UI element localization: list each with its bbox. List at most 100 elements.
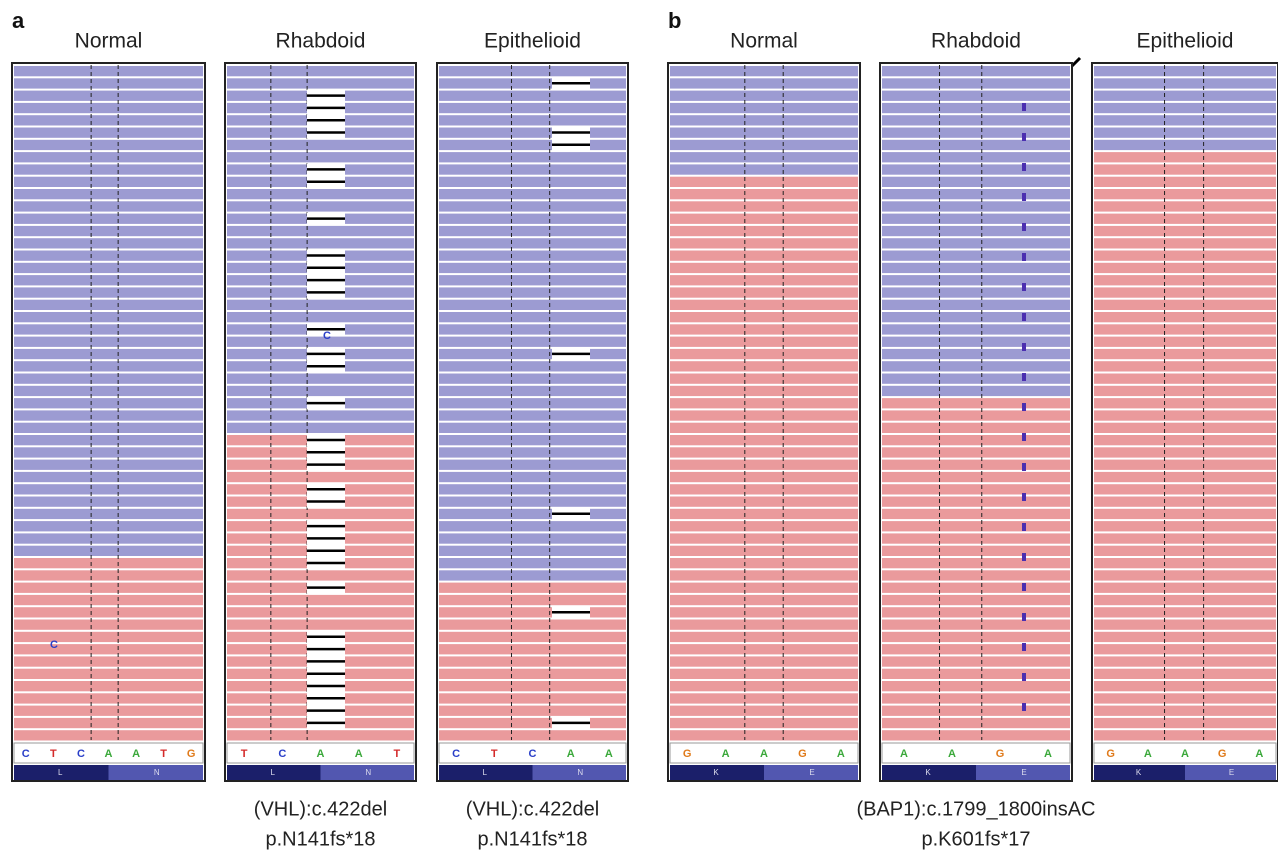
read bbox=[882, 189, 1070, 199]
read bbox=[439, 669, 626, 679]
read bbox=[1094, 681, 1276, 691]
read bbox=[670, 570, 858, 580]
read bbox=[14, 607, 203, 617]
read bbox=[439, 251, 626, 261]
read bbox=[1094, 238, 1276, 248]
read bbox=[670, 435, 858, 445]
read bbox=[1094, 570, 1276, 580]
read bbox=[670, 509, 858, 519]
read bbox=[670, 706, 858, 716]
insertion bbox=[1022, 103, 1026, 111]
read bbox=[439, 91, 626, 101]
read bbox=[1094, 361, 1276, 371]
base: T bbox=[491, 748, 498, 760]
read bbox=[882, 447, 1070, 457]
read bbox=[14, 546, 203, 556]
read bbox=[14, 140, 203, 150]
read bbox=[14, 361, 203, 371]
read bbox=[882, 706, 1070, 716]
base: A bbox=[605, 748, 613, 760]
read bbox=[670, 177, 858, 187]
read bbox=[227, 472, 414, 482]
read bbox=[1094, 669, 1276, 679]
read bbox=[882, 620, 1070, 630]
amino-acid: N bbox=[577, 768, 583, 777]
read bbox=[439, 583, 626, 593]
amino-acid: L bbox=[58, 768, 63, 777]
amino-acid: N bbox=[365, 768, 371, 777]
amino-acid: K bbox=[925, 768, 931, 777]
read bbox=[439, 128, 626, 138]
read bbox=[14, 410, 203, 420]
read bbox=[1094, 497, 1276, 507]
mutation-caption: p.K601fs*17 bbox=[922, 828, 1031, 850]
read bbox=[670, 152, 858, 162]
read bbox=[439, 435, 626, 445]
read bbox=[670, 374, 858, 384]
read bbox=[882, 263, 1070, 273]
read bbox=[14, 423, 203, 433]
read bbox=[1094, 730, 1276, 740]
read bbox=[882, 374, 1070, 384]
read bbox=[882, 91, 1070, 101]
read bbox=[227, 201, 414, 211]
mutation-caption: (VHL):c.422del bbox=[466, 798, 599, 820]
read bbox=[1094, 312, 1276, 322]
read bbox=[439, 140, 626, 150]
read bbox=[670, 91, 858, 101]
read bbox=[439, 398, 626, 408]
insertion bbox=[1022, 343, 1026, 351]
read bbox=[670, 226, 858, 236]
amino-acid: K bbox=[713, 768, 719, 777]
read bbox=[882, 509, 1070, 519]
read bbox=[670, 497, 858, 507]
base: T bbox=[241, 748, 248, 760]
read bbox=[882, 337, 1070, 347]
mutation-caption: p.N141fs*18 bbox=[477, 828, 587, 850]
read bbox=[670, 251, 858, 261]
read bbox=[14, 275, 203, 285]
read bbox=[1094, 472, 1276, 482]
read bbox=[439, 546, 626, 556]
amino-acid: E bbox=[1021, 768, 1026, 777]
read bbox=[670, 484, 858, 494]
read bbox=[439, 730, 626, 740]
read bbox=[227, 386, 414, 396]
read bbox=[14, 251, 203, 261]
insertion bbox=[1022, 163, 1026, 171]
read bbox=[670, 337, 858, 347]
read bbox=[14, 238, 203, 248]
read bbox=[1094, 533, 1276, 543]
read bbox=[1094, 546, 1276, 556]
read bbox=[14, 472, 203, 482]
read bbox=[14, 583, 203, 593]
read bbox=[439, 374, 626, 384]
read bbox=[14, 152, 203, 162]
read bbox=[14, 226, 203, 236]
read bbox=[882, 312, 1070, 322]
read bbox=[439, 558, 626, 568]
read bbox=[882, 472, 1070, 482]
base: A bbox=[760, 748, 768, 760]
amino-acid: E bbox=[1229, 768, 1234, 777]
read bbox=[882, 152, 1070, 162]
read bbox=[882, 570, 1070, 580]
read bbox=[439, 681, 626, 691]
read bbox=[670, 546, 858, 556]
read bbox=[227, 570, 414, 580]
base: A bbox=[355, 748, 363, 760]
read bbox=[14, 312, 203, 322]
read bbox=[1094, 66, 1276, 76]
base: A bbox=[1255, 748, 1263, 760]
insertion bbox=[1022, 553, 1026, 561]
read bbox=[882, 484, 1070, 494]
base: A bbox=[105, 748, 113, 760]
read bbox=[1094, 718, 1276, 728]
read bbox=[670, 238, 858, 248]
read bbox=[14, 78, 203, 88]
read bbox=[1094, 460, 1276, 470]
read bbox=[14, 66, 203, 76]
insertion bbox=[1022, 253, 1026, 261]
read bbox=[1094, 263, 1276, 273]
read bbox=[882, 361, 1070, 371]
